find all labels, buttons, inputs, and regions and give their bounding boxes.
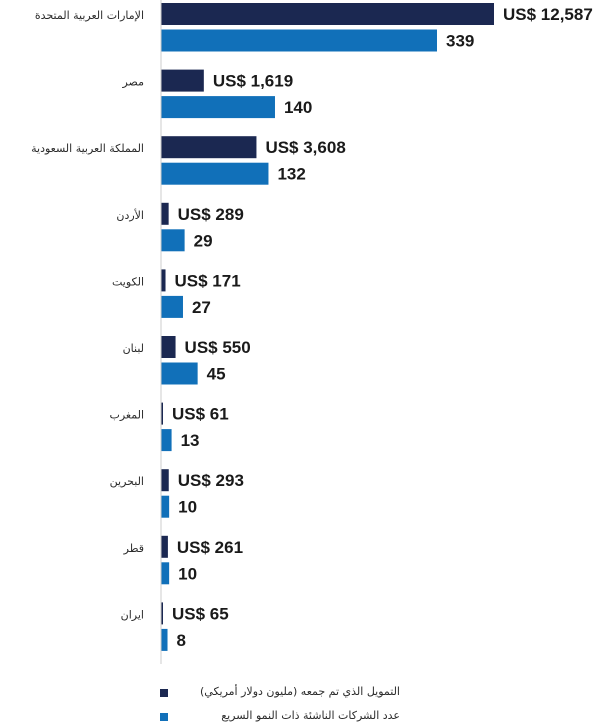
startup-count-bar (161, 295, 183, 318)
category-label: المغرب (110, 409, 145, 422)
category-label: قطر (123, 542, 144, 555)
funding-value-label: US$ 550 (185, 338, 251, 357)
category-label: الكويت (112, 275, 144, 288)
funding-value-label: US$ 261 (177, 538, 243, 557)
funding-bar (161, 3, 494, 25)
category-label: مصر (121, 76, 144, 89)
startup-count-bar (161, 29, 437, 52)
startup-count-value-label: 339 (446, 32, 474, 51)
category-label: المملكة العربية السعودية (31, 142, 144, 155)
funding-bar (161, 202, 169, 225)
funding-value-label: US$ 293 (178, 471, 244, 490)
funding-bar (161, 469, 169, 492)
startup-count-bar (161, 562, 170, 585)
funding-bar (161, 269, 166, 292)
legend-swatch-funding (160, 689, 168, 697)
startup-count-value-label: 10 (178, 564, 197, 583)
startup-count-bar (161, 362, 198, 385)
legend-label-startups: عدد الشركات الناشئة ذات النمو السريع (221, 709, 400, 722)
category-label: الأردن (116, 208, 144, 222)
funding-value-label: US$ 12,587 (503, 5, 593, 24)
startup-count-bar (161, 96, 275, 119)
funding-bar (161, 402, 163, 425)
funding-bar (161, 535, 168, 558)
category-label: الإمارات العربية المتحدة (35, 9, 144, 22)
startup-count-value-label: 45 (207, 365, 226, 384)
startup-count-value-label: 8 (177, 631, 186, 650)
funding-value-label: US$ 3,608 (265, 138, 345, 157)
startup-count-bar (161, 229, 185, 252)
startup-count-value-label: 10 (178, 498, 197, 517)
funding-bar (161, 136, 257, 159)
startup-count-value-label: 140 (284, 98, 312, 117)
legend-swatch-startups (160, 713, 168, 721)
funding-bar (161, 336, 176, 358)
startup-count-bar (161, 495, 170, 518)
funding-bar (161, 69, 204, 92)
funding-value-label: US$ 1,619 (213, 72, 293, 91)
funding-value-label: US$ 65 (172, 604, 229, 623)
startup-count-bar (161, 429, 172, 452)
startup-count-value-label: 27 (192, 298, 211, 317)
funding-bar (161, 602, 163, 625)
startup-count-bar (161, 628, 168, 651)
funding-value-label: US$ 289 (178, 205, 244, 224)
startup-count-value-label: 29 (194, 231, 213, 250)
startup-count-bar (161, 162, 269, 185)
startup-count-value-label: 132 (277, 165, 305, 184)
category-label: البحرين (110, 475, 144, 488)
category-label: لبنان (123, 342, 144, 355)
funding-value-label: US$ 61 (172, 405, 229, 424)
legend-item-startups: عدد الشركات الناشئة ذات النمو السريع (0, 708, 601, 726)
category-label: ايران (121, 608, 144, 621)
startup-count-value-label: 13 (181, 431, 200, 450)
legend-item-funding: التمويل الذي تم جمعه (مليون دولار أمريكي… (0, 684, 601, 702)
legend-label-funding: التمويل الذي تم جمعه (مليون دولار أمريكي… (200, 685, 400, 698)
funding-value-label: US$ 171 (175, 271, 241, 290)
